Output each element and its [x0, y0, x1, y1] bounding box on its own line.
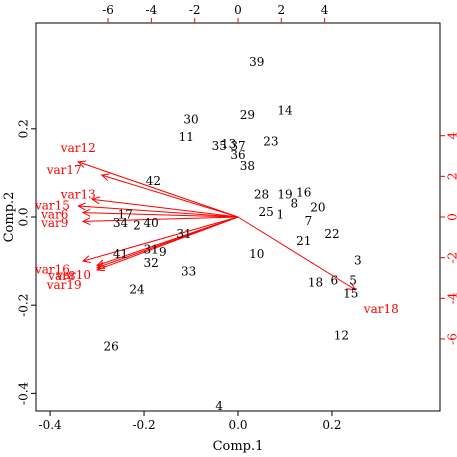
- top-tick-label: 0: [234, 3, 242, 17]
- arrow-head-var15: [77, 202, 86, 211]
- left-tick-label: 0.0: [17, 207, 31, 226]
- left-tick-label: -0.2: [17, 294, 31, 317]
- x-axis-label: Comp.1: [213, 439, 264, 454]
- arrow-label-var16: var16: [34, 262, 70, 276]
- point-11: 11: [179, 130, 194, 144]
- point-12: 12: [334, 329, 349, 343]
- arrow-head-var16: [81, 255, 91, 263]
- right-tick-label: 2: [446, 173, 457, 181]
- point-21: 21: [296, 234, 311, 248]
- top-tick-label: -4: [146, 3, 158, 17]
- arrow-label-var15: var15: [34, 198, 70, 212]
- loading-arrows: var12var17var13var15var6var9var16var8var…: [34, 141, 399, 316]
- point-41: 41: [113, 247, 128, 261]
- top-tick-label: -2: [189, 3, 201, 17]
- point-2: 2: [133, 218, 141, 232]
- left-tick-label: 0.2: [17, 119, 31, 138]
- point-35: 35: [212, 139, 227, 153]
- arrow-label-var8: var8: [47, 269, 75, 283]
- loading-arrow-var17: [101, 174, 239, 218]
- point-20: 20: [310, 201, 325, 215]
- point-23: 23: [263, 135, 278, 149]
- point-39: 39: [249, 55, 264, 69]
- point-31: 31: [143, 243, 158, 257]
- point-30: 30: [183, 113, 198, 127]
- arrow-head-var9: [81, 217, 91, 226]
- bottom-tick-label: -0.4: [39, 418, 63, 432]
- point-9: 9: [159, 245, 167, 259]
- right-tick-label: 4: [446, 132, 457, 140]
- point-7: 7: [305, 214, 313, 228]
- point-22: 22: [324, 227, 339, 241]
- point-13: 13: [221, 137, 236, 151]
- arrow-head-var6: [81, 208, 91, 217]
- point-6: 6: [330, 273, 338, 287]
- point-17: 17: [118, 207, 133, 221]
- top-tick-label: 4: [321, 3, 329, 17]
- loading-arrow-var19: [96, 216, 239, 271]
- arrow-label-var9: var9: [40, 216, 68, 230]
- loading-arrow-var18: [237, 216, 356, 291]
- arrow-label-var13: var13: [60, 187, 96, 201]
- point-10: 10: [249, 247, 264, 261]
- top-tick-label: 2: [277, 3, 285, 17]
- right-tick-label: -2: [446, 252, 457, 264]
- right-tick-label: -6: [446, 333, 457, 345]
- axis-ticks: -0.4 -0.2 0.0 0.2-0.4-0.20.00.2-6 -4 -2 0 2 4-6-…: [17, 3, 457, 432]
- arrow-label-var10: var10: [55, 268, 91, 282]
- y-axis-label: Comp.2: [2, 192, 17, 243]
- arrow-label-var17: var17: [46, 163, 82, 177]
- point-38: 38: [240, 159, 255, 173]
- point-1: 1: [276, 207, 284, 221]
- top-tick-label: -6: [102, 3, 114, 17]
- right-tick-label: 0: [446, 213, 457, 221]
- point-33: 33: [181, 265, 196, 279]
- point-3: 3: [354, 254, 362, 268]
- loading-arrow-var12: [78, 161, 239, 218]
- loading-arrow-var13: [92, 198, 239, 218]
- point-8: 8: [291, 196, 299, 210]
- bottom-tick-label: -0.2: [132, 418, 155, 432]
- point-19: 19: [277, 187, 292, 201]
- arrow-head-var17: [100, 173, 110, 181]
- arrow-head-var19: [95, 263, 106, 272]
- left-tick-label: -0.4: [17, 381, 31, 405]
- point-32: 32: [143, 256, 158, 270]
- point-34: 34: [113, 216, 129, 230]
- right-tick-label: -4: [446, 292, 457, 304]
- point-25: 25: [259, 205, 274, 219]
- arrow-label-var6: var6: [40, 207, 68, 221]
- loading-arrow-var15: [78, 205, 239, 218]
- arrow-label-var12: var12: [60, 141, 96, 155]
- point-40: 40: [143, 216, 158, 230]
- point-15: 15: [343, 287, 358, 301]
- point-24: 24: [129, 282, 145, 296]
- point-31: 31: [176, 227, 191, 241]
- arrow-label-var18: var18: [363, 302, 399, 316]
- point-37: 37: [230, 139, 245, 153]
- point-26: 26: [104, 340, 119, 354]
- point-5: 5: [349, 273, 357, 287]
- arrow-head-var12: [77, 160, 87, 168]
- arrow-label-var19: var19: [46, 278, 82, 292]
- point-28: 28: [254, 187, 269, 201]
- arrow-head-var18: [347, 282, 357, 291]
- point-4: 4: [215, 399, 223, 413]
- loading-arrow-var16: [82, 216, 239, 262]
- point-18: 18: [308, 276, 323, 290]
- arrow-head-var13: [91, 196, 101, 205]
- point-14: 14: [277, 104, 293, 118]
- point-36: 36: [230, 148, 245, 162]
- loading-arrow-var9: [82, 216, 239, 222]
- loading-arrow-var6: [82, 212, 239, 218]
- point-16: 16: [296, 185, 311, 199]
- point-42: 42: [146, 174, 161, 188]
- point-29: 29: [240, 108, 255, 122]
- bottom-tick-label: 0.2: [322, 418, 341, 432]
- bottom-tick-label: 0.0: [228, 418, 247, 432]
